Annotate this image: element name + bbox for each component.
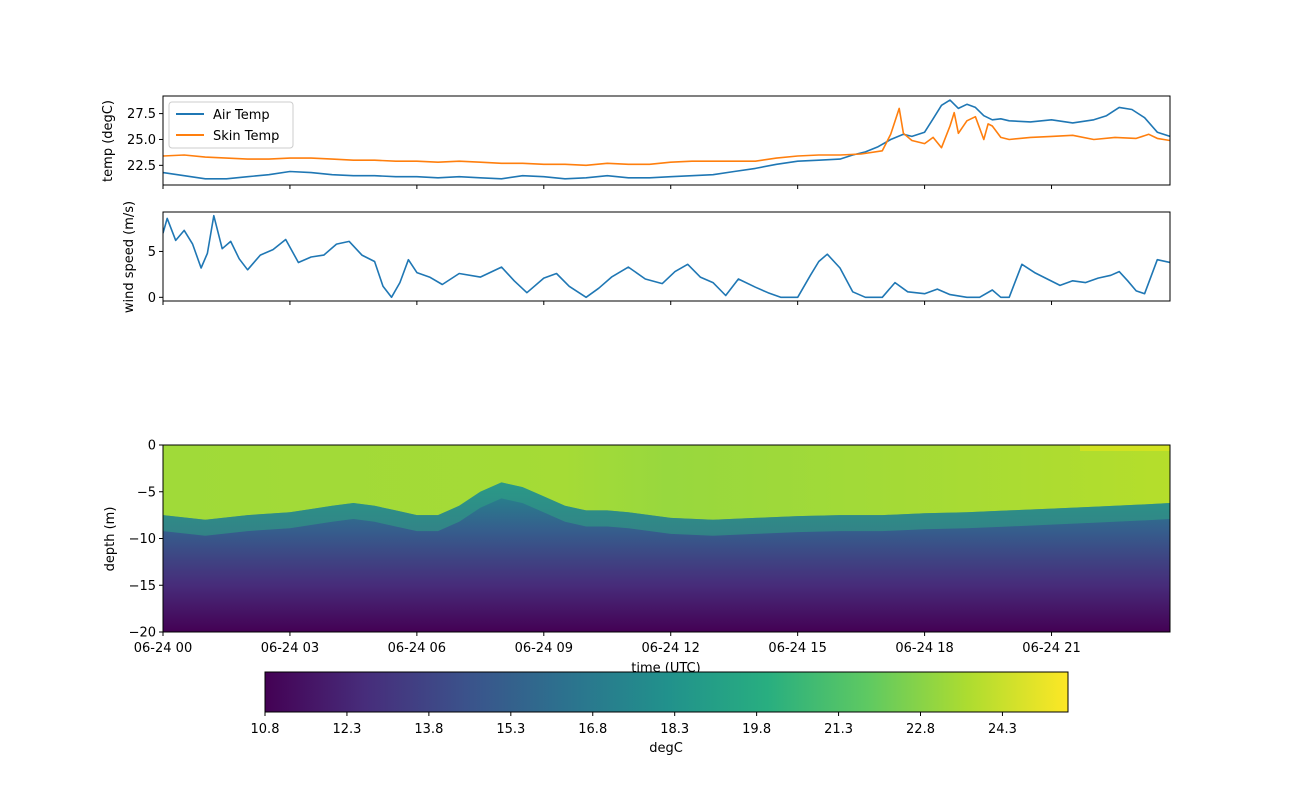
ytick-label: 0 bbox=[148, 291, 156, 306]
xtick-label: 06-24 18 bbox=[895, 641, 953, 656]
xtick-label: 06-24 03 bbox=[261, 641, 319, 656]
ytick-label: 25.0 bbox=[127, 133, 156, 148]
xtick-label: 06-24 21 bbox=[1022, 641, 1080, 656]
xtick-label: 06-24 12 bbox=[642, 641, 700, 656]
ytick-label: −20 bbox=[129, 626, 156, 641]
wind-yticks: 05 bbox=[148, 245, 163, 306]
colorbar-tick-label: 19.8 bbox=[742, 722, 771, 737]
wind-ylabel: wind speed (m/s) bbox=[122, 201, 137, 313]
xtick-label: 06-24 09 bbox=[515, 641, 573, 656]
colorbar-tick-label: 18.3 bbox=[660, 722, 689, 737]
heatmap bbox=[163, 445, 1170, 632]
temp-legend: Air Temp Skin Temp bbox=[168, 101, 294, 149]
xtick-label: 06-24 00 bbox=[134, 641, 192, 656]
colorbar: 10.8 12.3 13.8 15.3 16.8 18.3 19.8 21.3 22.8 24.3… bbox=[251, 671, 1069, 756]
colorbar-gradient bbox=[264, 671, 1069, 713]
temp-lines bbox=[163, 99, 1170, 180]
heatmap-thermocline bbox=[163, 482, 1170, 536]
ytick-label: 0 bbox=[148, 439, 156, 454]
colorbar-tick-label: 24.3 bbox=[988, 722, 1017, 737]
series-line-air-temp bbox=[163, 99, 1170, 180]
ytick-label: 27.5 bbox=[127, 107, 156, 122]
colorbar-tick-label: 10.8 bbox=[251, 722, 280, 737]
heatmap-mixed-layer bbox=[163, 445, 1170, 520]
ytick-label: −5 bbox=[137, 485, 156, 500]
temp-yticks: 22.5 25.0 27.5 bbox=[127, 107, 163, 174]
legend-skin-label: Skin Temp bbox=[213, 129, 279, 144]
temp-axes-frame bbox=[162, 95, 1171, 186]
colorbar-tick-label: 16.8 bbox=[578, 722, 607, 737]
depth-ylabel: depth (m) bbox=[103, 507, 118, 572]
colorbar-label: degC bbox=[649, 741, 683, 756]
ytick-label: 22.5 bbox=[127, 159, 156, 174]
colorbar-tick-label: 13.8 bbox=[414, 722, 443, 737]
ytick-label: 5 bbox=[148, 245, 156, 260]
depth-yticks: 0 −5 −10 −15 −20 bbox=[129, 439, 163, 641]
temp-panel: 22.5 25.0 27.5 temp (degC) Air Temp Skin T… bbox=[101, 95, 1171, 189]
wind-panel: 05 wind speed (m/s) bbox=[122, 201, 1171, 313]
series-line-0 bbox=[163, 214, 1170, 299]
wind-axes-frame bbox=[162, 211, 1171, 302]
colorbar-tick-label: 15.3 bbox=[496, 722, 525, 737]
colorbar-tick-label: 12.3 bbox=[332, 722, 361, 737]
heatmap-warm-surface bbox=[1080, 445, 1170, 451]
ytick-label: −15 bbox=[129, 579, 156, 594]
depth-panel: 0−5−10−15−20 06-24 00 06-24 03 06-24 06 06-… bbox=[103, 439, 1171, 676]
series-line-skin-temp bbox=[163, 107, 1170, 167]
temp-ylabel: temp (degC) bbox=[101, 100, 116, 182]
colorbar-ticks: 10.8 12.3 13.8 15.3 16.8 18.3 19.8 21.3 22.8 24.3 bbox=[251, 712, 1017, 737]
legend-air-label: Air Temp bbox=[213, 108, 270, 123]
time-xticks: 06-24 00 06-24 03 06-24 06 06-24 09 06-24 12… bbox=[134, 632, 1081, 656]
colorbar-tick-label: 22.8 bbox=[906, 722, 935, 737]
colorbar-tick-label: 21.3 bbox=[824, 722, 853, 737]
xtick-label: 06-24 15 bbox=[768, 641, 826, 656]
ytick-label: −10 bbox=[129, 532, 156, 547]
temp-xticks bbox=[162, 185, 1053, 189]
wind-xticks bbox=[162, 301, 1053, 305]
xtick-label: 06-24 06 bbox=[388, 641, 446, 656]
wind-lines bbox=[163, 214, 1170, 299]
